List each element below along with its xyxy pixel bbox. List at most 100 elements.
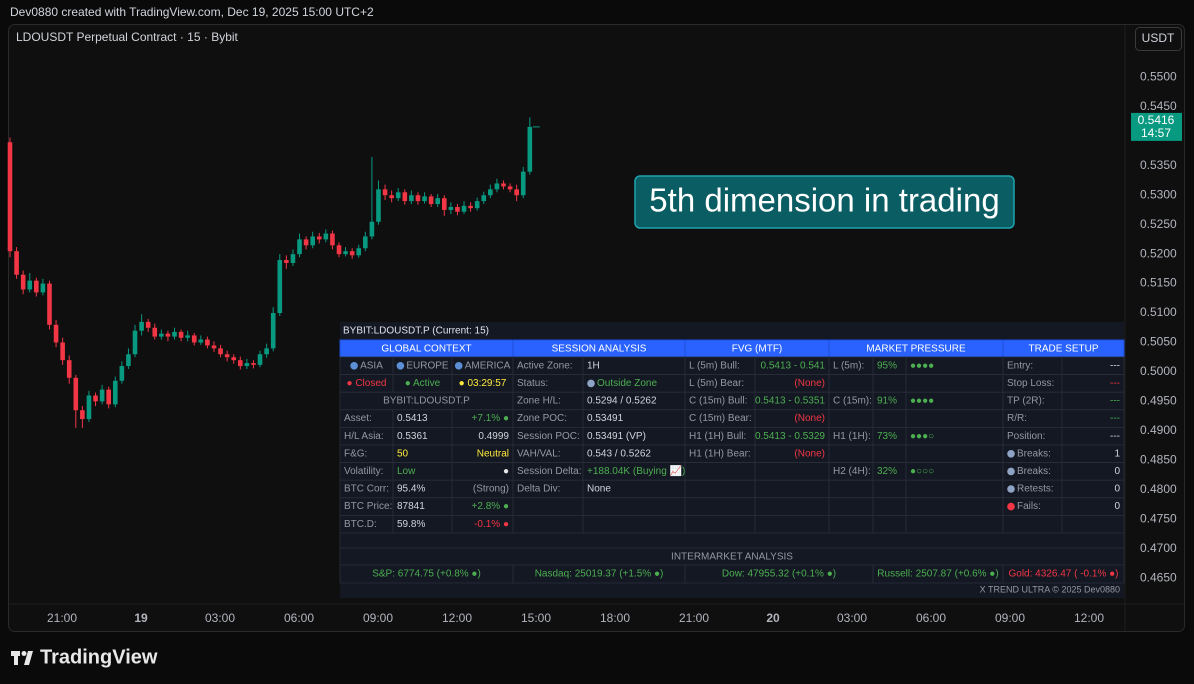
- cell-text: ● 03:29:57: [459, 378, 507, 389]
- candle-body: [99, 389, 105, 402]
- cell-text: (None): [794, 448, 825, 459]
- table-cell: [1002, 515, 1063, 534]
- cell-text: ---: [1110, 360, 1120, 371]
- y-tick-label: 0.5000: [1140, 364, 1177, 378]
- cell-text: 0.5294 / 0.5262: [587, 396, 657, 407]
- last-price-label: 0.5416: [1138, 113, 1175, 127]
- table-cell: [905, 409, 1004, 428]
- y-tick-label: 0.4750: [1140, 511, 1177, 525]
- candle-body: [172, 331, 177, 337]
- candle-body: [47, 283, 52, 325]
- cell-text: 0: [1114, 501, 1120, 512]
- table-cell: [754, 515, 830, 534]
- cell-text: EUROPE: [406, 360, 449, 371]
- currency-label[interactable]: USDT: [1142, 31, 1175, 45]
- candle-body: [468, 205, 473, 209]
- cell-text: 0.543 / 0.5262: [587, 448, 651, 459]
- cell-text: -0.1% ●: [474, 519, 509, 530]
- candle-body: [303, 239, 309, 246]
- indicator-panel: BYBIT:LDOUSDT.P (Current: 15) GLOBAL CONT…: [339, 322, 1125, 598]
- cell-icon: [587, 379, 595, 388]
- candle-body: [343, 251, 348, 255]
- candle-body: [290, 254, 296, 263]
- cell-text: 95%: [877, 360, 897, 371]
- cell-text: ●: [503, 466, 509, 477]
- cell-text: R/R:: [1007, 413, 1027, 424]
- candle-body: [211, 345, 217, 349]
- candle-body: [112, 380, 118, 405]
- header-label: GLOBAL CONTEXT: [381, 344, 471, 355]
- cell-text: L (5m) Bear:: [689, 378, 744, 389]
- cell-text: (None): [794, 413, 825, 424]
- candle-body: [488, 189, 493, 196]
- y-tick-label: 0.5300: [1140, 187, 1177, 201]
- cell-icon: [1007, 467, 1015, 476]
- cell-text: Dow: 47955.32 (+0.1% ●): [722, 569, 836, 580]
- cell-text: ● Active: [405, 378, 441, 389]
- candle-body: [514, 189, 519, 196]
- x-tick-label: 06:00: [284, 611, 314, 625]
- cell-text: L (5m) Bull:: [689, 360, 740, 371]
- candle-body: [277, 260, 283, 314]
- candle-body: [376, 189, 381, 222]
- candle-body: [86, 395, 92, 420]
- x-tick-label: 18:00: [600, 611, 630, 625]
- cell-text: ●●●○: [910, 431, 934, 442]
- candle-body: [231, 357, 237, 361]
- candle-body: [159, 333, 164, 337]
- currency-button[interactable]: [1135, 27, 1182, 51]
- panel-title: BYBIT:LDOUSDT.P (Current: 15): [343, 326, 489, 337]
- x-tick-label: 12:00: [1074, 611, 1104, 625]
- cell-text: BTC.D:: [344, 519, 377, 530]
- cell-text: VAH/VAL:: [517, 448, 561, 459]
- cell-text: 0: [1114, 466, 1120, 477]
- cell-text: Fails:: [1017, 501, 1041, 512]
- candle-body: [66, 360, 72, 378]
- cell-text: 0.53491: [587, 413, 624, 424]
- candle-body: [527, 126, 533, 172]
- cell-text: F&G:: [344, 448, 367, 459]
- table-cell: [872, 409, 907, 428]
- candle-body: [80, 410, 85, 420]
- candle-body: [40, 283, 46, 293]
- logo-text: TradingView: [40, 646, 158, 668]
- candle-body: [428, 196, 434, 205]
- cell-text: ---: [1110, 431, 1120, 442]
- cell-text: Breaks:: [1017, 448, 1051, 459]
- cell-text: Nasdaq: 25019.37 (+1.5% ●): [535, 569, 664, 580]
- cell-text: ●○○○: [910, 466, 934, 477]
- x-tick-label: 09:00: [363, 611, 393, 625]
- table-cell: [684, 497, 756, 516]
- logo-mark: [14, 651, 18, 665]
- candle-body: [152, 327, 158, 337]
- y-tick-label: 0.5150: [1140, 276, 1177, 290]
- cell-text: Neutral: [477, 448, 509, 459]
- y-tick-label: 0.5350: [1140, 158, 1177, 172]
- cell-text: Session POC:: [517, 431, 580, 442]
- cell-text: H/L Asia:: [344, 431, 384, 442]
- y-tick-label: 0.4800: [1140, 482, 1177, 496]
- candle-body: [178, 331, 184, 338]
- candle-body: [382, 189, 388, 196]
- x-tick-label: 19: [134, 611, 148, 625]
- candle-body: [474, 201, 480, 209]
- table-cell: [872, 444, 907, 464]
- candle-body: [53, 324, 59, 343]
- candle-body: [323, 233, 329, 240]
- candle-body: [191, 335, 197, 343]
- cell-text: Active Zone:: [517, 360, 573, 371]
- candle-body: [310, 236, 315, 246]
- cell-text: H2 (4H):: [833, 466, 871, 477]
- axes: 0.4650 0.4700 0.4750 0.4800 0.4850 0.4900 0.49…: [47, 70, 1182, 625]
- cell-icon: [1007, 485, 1015, 493]
- candle-body: [316, 236, 322, 240]
- cell-text: 32%: [877, 466, 897, 477]
- cell-text: Retests:: [1017, 484, 1054, 495]
- y-tick-label: 0.4850: [1140, 452, 1177, 466]
- candle-body: [14, 251, 19, 275]
- candle-body: [422, 196, 427, 202]
- x-tick-label: 20: [766, 611, 780, 625]
- cell-text: ---: [1110, 413, 1120, 424]
- cell-text: +2.8% ●: [472, 501, 509, 512]
